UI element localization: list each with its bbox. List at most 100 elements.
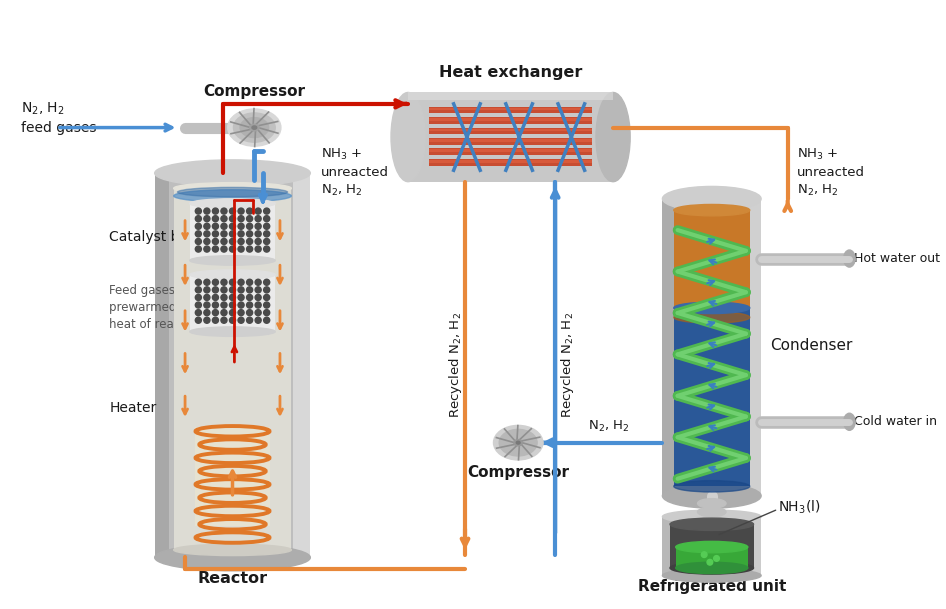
Circle shape [255, 309, 261, 315]
Circle shape [247, 302, 253, 308]
Circle shape [255, 302, 261, 308]
Circle shape [230, 294, 236, 300]
Ellipse shape [844, 250, 855, 267]
Circle shape [247, 287, 253, 293]
Ellipse shape [178, 188, 288, 197]
Bar [675, 547, 748, 568]
Circle shape [230, 224, 236, 230]
Text: Heater: Heater [109, 401, 156, 415]
Circle shape [264, 280, 270, 285]
Circle shape [195, 317, 201, 323]
Ellipse shape [229, 118, 238, 137]
Text: Compressor: Compressor [203, 84, 306, 99]
Circle shape [255, 246, 261, 252]
Ellipse shape [174, 190, 291, 202]
Circle shape [264, 246, 270, 252]
Bar [674, 308, 750, 487]
Circle shape [195, 294, 201, 300]
Circle shape [230, 317, 236, 323]
Circle shape [713, 555, 719, 561]
Circle shape [221, 216, 227, 222]
Ellipse shape [697, 499, 726, 508]
Bar [429, 149, 592, 152]
Circle shape [213, 317, 219, 323]
Circle shape [213, 287, 219, 293]
Circle shape [264, 216, 270, 222]
Bar [662, 516, 762, 576]
Circle shape [230, 287, 236, 293]
Circle shape [195, 216, 201, 222]
Bar [429, 160, 592, 163]
Circle shape [247, 294, 253, 300]
Bar [429, 108, 592, 110]
Circle shape [203, 239, 210, 244]
Circle shape [238, 302, 244, 308]
Circle shape [238, 216, 244, 222]
Circle shape [264, 317, 270, 323]
Circle shape [264, 224, 270, 230]
Circle shape [203, 280, 210, 285]
Ellipse shape [234, 113, 275, 142]
Circle shape [221, 239, 227, 244]
Ellipse shape [662, 510, 762, 523]
Text: Recycled N$_2$, H$_2$: Recycled N$_2$, H$_2$ [559, 312, 576, 418]
Circle shape [238, 208, 244, 214]
Circle shape [264, 309, 270, 315]
Circle shape [264, 294, 270, 300]
Circle shape [230, 208, 236, 214]
Circle shape [255, 280, 261, 285]
Circle shape [221, 208, 227, 214]
Circle shape [213, 294, 219, 300]
Circle shape [213, 246, 219, 252]
Circle shape [230, 231, 236, 237]
Ellipse shape [662, 569, 762, 582]
Circle shape [247, 224, 253, 230]
Bar [429, 127, 592, 134]
Circle shape [195, 287, 201, 293]
Circle shape [238, 231, 244, 237]
Circle shape [221, 309, 227, 315]
Circle shape [230, 246, 236, 252]
Text: Reactor: Reactor [198, 571, 268, 586]
Ellipse shape [190, 327, 275, 336]
Circle shape [213, 302, 219, 308]
Ellipse shape [670, 518, 754, 530]
Circle shape [221, 280, 227, 285]
Circle shape [255, 208, 261, 214]
Text: Hot water out: Hot water out [854, 252, 940, 265]
Circle shape [221, 317, 227, 323]
Circle shape [213, 239, 219, 244]
Circle shape [238, 287, 244, 293]
Bar [674, 210, 750, 317]
Ellipse shape [228, 109, 281, 146]
Circle shape [238, 309, 244, 315]
Circle shape [203, 208, 210, 214]
Circle shape [203, 302, 210, 308]
Text: Compressor: Compressor [467, 465, 569, 481]
Circle shape [203, 309, 210, 315]
Ellipse shape [174, 183, 291, 194]
Bar [408, 93, 613, 181]
Circle shape [221, 287, 227, 293]
Bar [662, 199, 674, 496]
Circle shape [195, 224, 201, 230]
Bar [429, 128, 592, 132]
Circle shape [213, 280, 219, 285]
Circle shape [255, 231, 261, 237]
Circle shape [238, 239, 244, 244]
Bar [748, 199, 762, 496]
Circle shape [203, 317, 210, 323]
Bar [293, 173, 310, 557]
Circle shape [230, 280, 236, 285]
Bar [408, 93, 613, 100]
Ellipse shape [155, 544, 310, 571]
Bar [190, 203, 275, 261]
Circle shape [221, 246, 227, 252]
Bar [429, 138, 592, 145]
Circle shape [213, 309, 219, 315]
Text: Condenser: Condenser [771, 339, 853, 353]
Circle shape [203, 216, 210, 222]
Text: NH$_3$ +
unreacted
N$_2$, H$_2$: NH$_3$ + unreacted N$_2$, H$_2$ [797, 147, 866, 198]
Text: Catalyst beds: Catalyst beds [109, 230, 204, 244]
Circle shape [195, 239, 201, 244]
